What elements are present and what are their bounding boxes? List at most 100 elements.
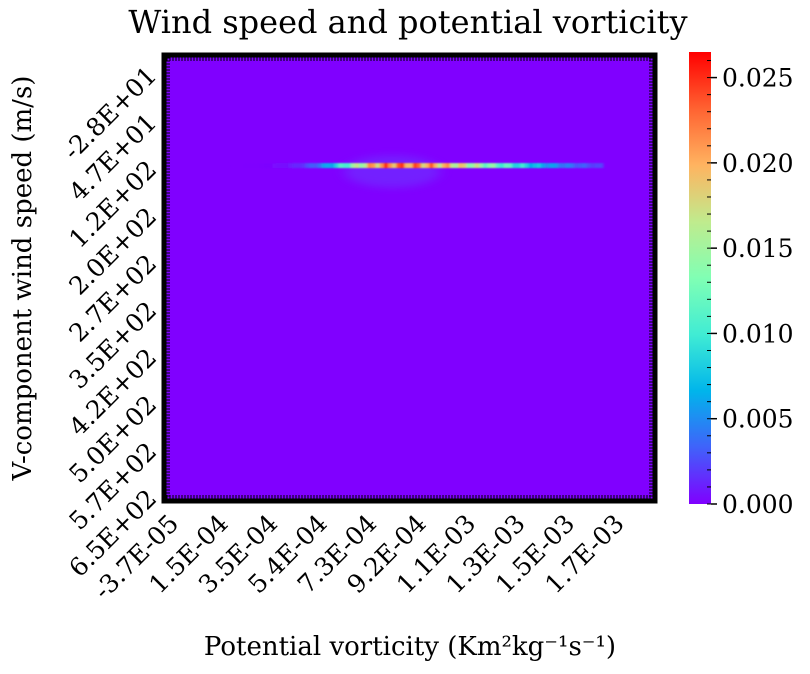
- colorbar: [689, 52, 711, 504]
- heatmap-cell: [491, 163, 496, 169]
- heatmap-cell: [466, 163, 472, 169]
- heatmap-cell: [478, 163, 484, 169]
- heatmap-cell: [516, 163, 521, 169]
- heatmap-cell: [230, 163, 236, 169]
- heatmap-cell: [565, 163, 571, 169]
- heatmap-cell: [305, 163, 310, 169]
- heatmap-cell: [325, 163, 331, 169]
- x-axis-label: Potential vorticity (Km²kg⁻¹s⁻¹): [204, 632, 616, 662]
- x-tick-labels: -3.7E-051.5E-043.5E-045.4E-047.3E-049.2E…: [88, 509, 630, 605]
- heatmap-cell: [292, 163, 298, 169]
- heatmap-cell: [449, 163, 455, 169]
- heatmap-cell: [540, 163, 546, 169]
- heatmap-cell: [268, 163, 273, 169]
- heatmap-cell: [487, 163, 492, 169]
- heatmap-cell: [532, 163, 538, 169]
- heatmap-cell: [317, 163, 323, 169]
- heatmap-cell: [536, 163, 542, 169]
- colorbar-tick-label: 0.005: [722, 405, 794, 434]
- heatmap-cell: [474, 163, 480, 169]
- heatmap-cell: [528, 163, 534, 169]
- heatmap-cell: [462, 163, 467, 169]
- heatmap-cell: [569, 163, 575, 169]
- heatmap-cell: [396, 163, 401, 169]
- heatmap-cell: [574, 163, 579, 169]
- heatmap-cell: [330, 163, 335, 169]
- heatmap-cell: [276, 163, 281, 169]
- heatmap-cell: [545, 163, 550, 169]
- heatmap-cell: [350, 163, 356, 169]
- heatmap-cell: [437, 163, 443, 169]
- heatmap-cell: [387, 163, 393, 169]
- heatmap-cell: [412, 163, 418, 169]
- heatmap-cell: [297, 163, 302, 169]
- heatmap-cell: [371, 163, 376, 169]
- heatmap-cell: [561, 163, 567, 169]
- heatmap-cell: [441, 163, 447, 169]
- heatmap-cell: [470, 163, 476, 169]
- colorbar-tick-label: 0.020: [722, 149, 794, 178]
- heatmap-cell: [334, 163, 339, 169]
- heatmap-cell: [416, 163, 422, 169]
- band-glow: [344, 155, 441, 188]
- heatmap-cell: [594, 163, 600, 169]
- heatmap-cell: [512, 163, 517, 169]
- heatmap-cell: [367, 163, 372, 169]
- chart-title: Wind speed and potential vorticity: [128, 3, 687, 41]
- heatmap-cell: [346, 163, 352, 169]
- heatmap-cell: [342, 163, 348, 169]
- band-cells: [230, 163, 604, 169]
- heatmap-background: [164, 55, 655, 501]
- heatmap-cell: [425, 163, 430, 169]
- heatmap-cell: [520, 163, 525, 169]
- heatmap-cell: [454, 163, 459, 169]
- heatmap-cell: [288, 163, 294, 169]
- heatmap-cell: [239, 163, 244, 169]
- heatmap-cell: [251, 163, 257, 169]
- heatmap-cell: [313, 163, 319, 169]
- heatmap-cell: [321, 163, 327, 169]
- heatmap-cell: [280, 163, 286, 169]
- heatmap-cell: [235, 163, 240, 169]
- heatmap-cell: [272, 163, 277, 169]
- heatmap-cell: [458, 163, 463, 169]
- heatmap-cell: [404, 163, 410, 169]
- heatmap-cell: [499, 163, 505, 169]
- heatmap-cell: [247, 163, 252, 169]
- heatmap-cell: [375, 163, 381, 169]
- heatmap-cell: [553, 163, 558, 169]
- heatmap-cell: [421, 163, 426, 169]
- heatmap-cell: [354, 163, 360, 169]
- heatmap-cell: [578, 163, 583, 169]
- heatmap-cell: [301, 163, 306, 169]
- y-tick-labels: -2.8E+014.7E+011.2E+022.0E+022.7E+023.5E…: [57, 61, 162, 583]
- colorbar-tick-labels: 0.000 0.005 0.010 0.015 0.020 0.025: [722, 64, 794, 519]
- colorbar-tick-label: 0.025: [722, 64, 794, 93]
- heatmap-cell: [284, 163, 290, 169]
- colorbar-tick-label: 0.015: [722, 234, 794, 263]
- heatmap-band: [230, 155, 604, 188]
- heatmap-cell: [590, 163, 596, 169]
- heatmap-cell: [383, 163, 389, 169]
- heatmap-cell: [598, 163, 604, 169]
- heatmap-cell: [495, 163, 501, 169]
- heatmap-cell: [433, 163, 438, 169]
- heatmap-cell: [582, 163, 587, 169]
- colorbar-tick-label: 0.010: [722, 319, 794, 348]
- heatmap-cell: [483, 163, 488, 169]
- heatmap-cell: [309, 163, 314, 169]
- heatmap-cell: [363, 163, 368, 169]
- heatmap-cell: [557, 163, 563, 169]
- plot-frame: [161, 52, 658, 504]
- heatmap-cell: [392, 163, 397, 169]
- heatmap-cell: [259, 163, 265, 169]
- heatmap-cell: [586, 163, 591, 169]
- heatmap-cell: [429, 163, 434, 169]
- heatmap-cell: [503, 163, 509, 169]
- heatmap-cell: [359, 163, 364, 169]
- heatmap-cell: [379, 163, 385, 169]
- heatmap-cell: [408, 163, 414, 169]
- y-axis-label: V-component wind speed (m/s): [8, 76, 38, 482]
- heatmap-cell: [243, 163, 248, 169]
